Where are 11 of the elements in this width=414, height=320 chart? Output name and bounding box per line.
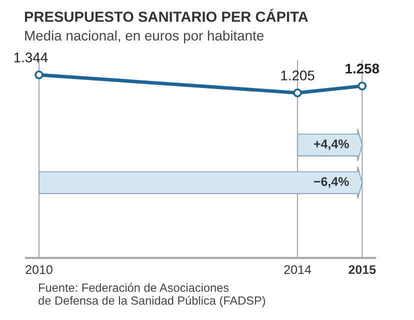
x-tick-label: 2010 bbox=[26, 265, 52, 274]
source-note: Fuente: Federación de Asociaciones de Defensa de la Sanidad Pública (FADSP) bbox=[38, 283, 266, 308]
x-tick-label: 2015 bbox=[348, 265, 376, 274]
chart-subtitle: Media nacional, en euros por habitante bbox=[25, 30, 264, 44]
data-label: 1.344 bbox=[14, 52, 48, 62]
x-tick-label: 2014 bbox=[284, 265, 312, 274]
text: −6,4% bbox=[314, 177, 349, 188]
data-label: 1.258 bbox=[346, 64, 380, 74]
chart-title: PRESUPUESTO SANITARIO PER CÁPITA bbox=[24, 8, 308, 22]
data-label: 1.205 bbox=[281, 70, 314, 80]
text: +4,4% bbox=[314, 140, 349, 150]
